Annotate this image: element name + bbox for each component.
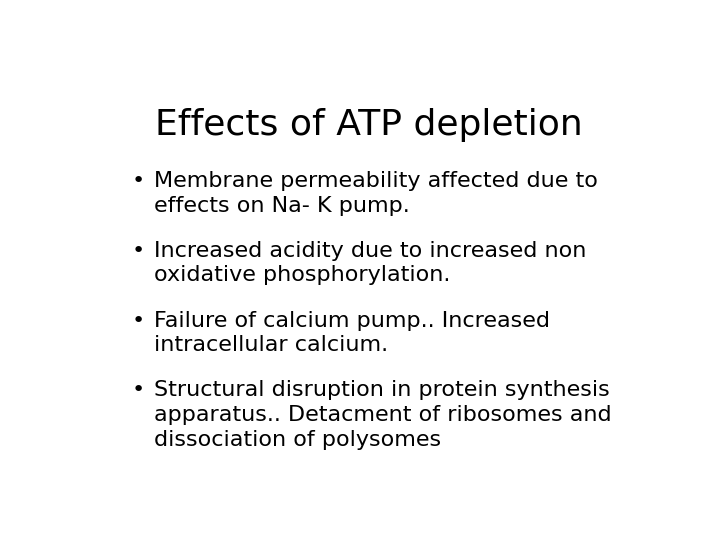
Text: •: • xyxy=(132,171,145,191)
Text: Effects of ATP depletion: Effects of ATP depletion xyxy=(155,109,583,143)
Text: Failure of calcium pump.. Increased
intracellular calcium.: Failure of calcium pump.. Increased intr… xyxy=(154,310,550,355)
Text: Structural disruption in protein synthesis
apparatus.. Detacment of ribosomes an: Structural disruption in protein synthes… xyxy=(154,380,612,450)
Text: •: • xyxy=(132,380,145,400)
Text: Increased acidity due to increased non
oxidative phosphorylation.: Increased acidity due to increased non o… xyxy=(154,241,587,286)
Text: Membrane permeability affected due to
effects on Na- K pump.: Membrane permeability affected due to ef… xyxy=(154,171,598,215)
Text: •: • xyxy=(132,241,145,261)
Text: •: • xyxy=(132,310,145,330)
